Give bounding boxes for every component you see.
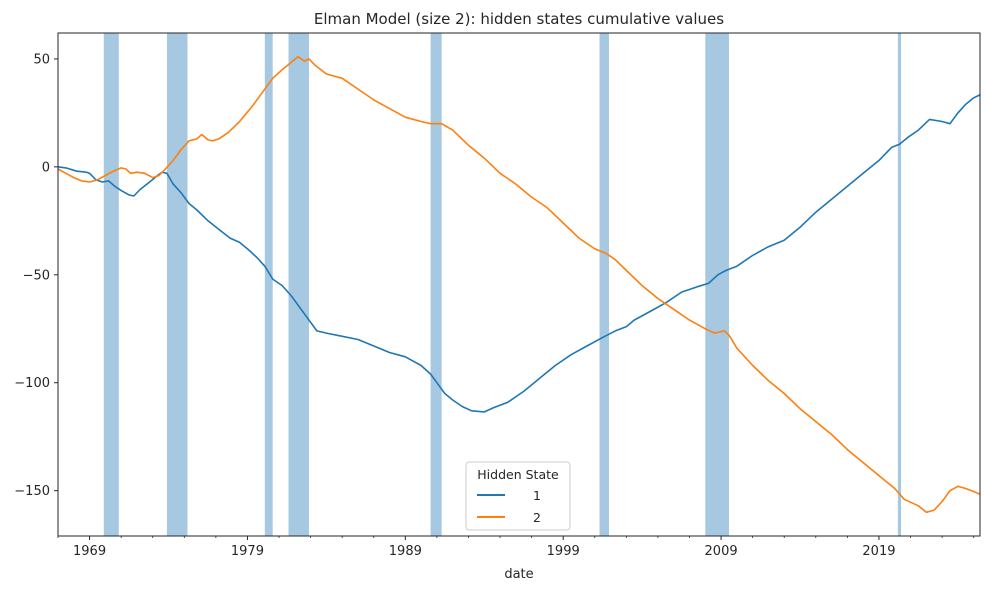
y-tick-label: 0 bbox=[42, 160, 50, 175]
y-tick-label: −100 bbox=[14, 376, 50, 391]
shaded-period-2 bbox=[166, 33, 188, 536]
y-tick-label: 50 bbox=[33, 52, 50, 67]
x-tick-label: 1999 bbox=[547, 544, 580, 559]
x-tick-label: 1989 bbox=[389, 544, 422, 559]
x-tick-label: 2009 bbox=[705, 544, 738, 559]
legend-label-series-2: 2 bbox=[533, 510, 541, 525]
x-tick-label: 1969 bbox=[73, 544, 106, 559]
y-axis: 50 0 −50 −100 −150 bbox=[14, 52, 58, 499]
legend-title: Hidden State bbox=[477, 467, 559, 482]
legend-label-series-1: 1 bbox=[533, 488, 541, 503]
series-lines bbox=[58, 55, 980, 514]
x-tick-label: 1979 bbox=[231, 544, 264, 559]
y-tick-label: −50 bbox=[23, 268, 50, 283]
x-tick-label: 2019 bbox=[862, 544, 895, 559]
x-axis: 1969 1979 1989 1999 2009 2019 bbox=[57, 536, 975, 559]
y-tick-label: −150 bbox=[14, 484, 50, 499]
shaded-period-1 bbox=[103, 33, 119, 536]
legend-box bbox=[465, 461, 571, 531]
shaded-period-7 bbox=[705, 33, 729, 536]
x-axis-label: date bbox=[504, 567, 533, 582]
legend: Hidden State 1 2 bbox=[465, 461, 571, 531]
shaded-period-5 bbox=[430, 33, 442, 536]
shaded-period-6 bbox=[599, 33, 609, 536]
shaded-periods bbox=[103, 33, 902, 536]
chart-title: Elman Model (size 2): hidden states cumu… bbox=[314, 10, 724, 28]
shaded-period-4 bbox=[288, 33, 310, 536]
series-line-2 bbox=[58, 55, 980, 514]
plot-frame bbox=[57, 32, 981, 537]
plot-area bbox=[58, 33, 980, 536]
shaded-period-8 bbox=[897, 33, 902, 536]
shaded-period-3 bbox=[264, 33, 273, 536]
